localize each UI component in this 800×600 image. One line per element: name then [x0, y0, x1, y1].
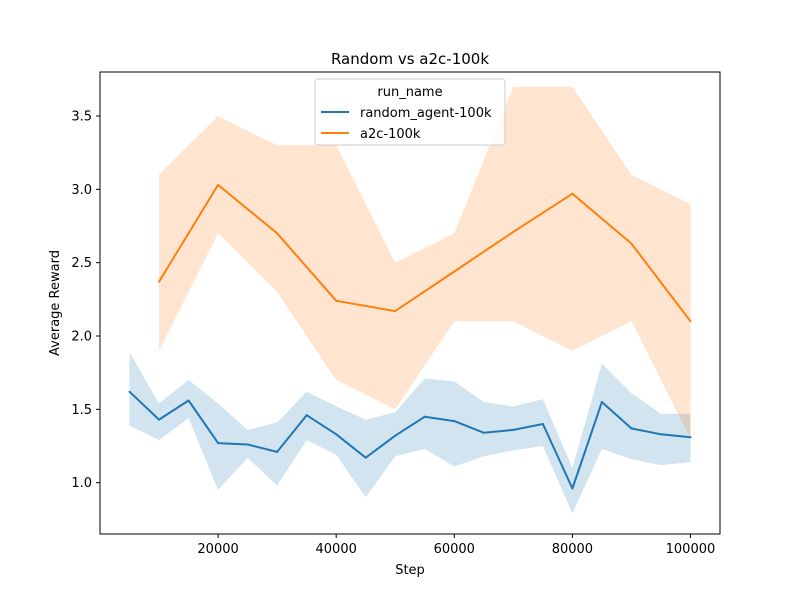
data-point-random-agent: [158, 418, 160, 421]
data-point-random-agent: [689, 436, 692, 439]
data-point-a2c: [158, 280, 160, 283]
data-point-a2c: [276, 232, 279, 235]
legend-title: run_name: [377, 85, 442, 100]
data-point-random-agent: [660, 433, 662, 436]
data-point-random-agent: [276, 450, 279, 453]
x-tick-label: 20000: [197, 542, 238, 557]
x-tick-label: 40000: [316, 542, 357, 557]
data-point-random-agent: [394, 434, 397, 437]
data-point-random-agent: [482, 431, 485, 434]
confidence-bands: [129, 86, 691, 514]
data-point-a2c: [335, 299, 338, 302]
y-tick-label: 2.5: [71, 256, 92, 271]
data-point-a2c: [394, 310, 397, 313]
legend: run_name random_agent-100k a2c-100k: [314, 78, 506, 146]
data-point-a2c: [630, 242, 633, 245]
data-point-random-agent: [335, 433, 338, 436]
x-tick-label: 100000: [666, 542, 716, 557]
x-tick-label: 80000: [552, 542, 593, 557]
series-line-a2c: [158, 183, 692, 322]
y-tick-label: 1.0: [71, 476, 92, 491]
series-lines: [128, 183, 692, 490]
y-tick-label: 2.0: [71, 330, 92, 345]
y-tick-label: 3.0: [71, 183, 92, 198]
data-point-a2c: [217, 183, 220, 186]
x-axis-label: Step: [395, 563, 425, 578]
data-point-random-agent: [364, 456, 367, 459]
data-point-random-agent: [246, 443, 249, 446]
data-point-random-agent: [423, 415, 426, 418]
y-tick-label: 1.5: [71, 403, 92, 418]
data-point-a2c: [689, 320, 692, 323]
data-point-random-agent: [512, 428, 515, 431]
ci-band-random-agent: [129, 352, 691, 514]
data-point-random-agent: [187, 399, 190, 402]
y-axis-label: Average Reward: [48, 250, 63, 356]
data-point-random-agent: [541, 423, 544, 425]
legend-label-a2c: a2c-100k: [360, 127, 421, 142]
data-point-random-agent: [128, 390, 131, 393]
data-point-random-agent: [217, 442, 220, 445]
data-point-a2c: [571, 192, 574, 195]
x-axis-ticks: 20000 40000 60000 80000 100000: [197, 534, 715, 557]
y-tick-label: 3.5: [71, 110, 92, 125]
series-line-random-agent: [128, 390, 691, 490]
data-point-random-agent: [305, 414, 308, 417]
data-point-a2c: [512, 230, 515, 233]
data-point-a2c: [453, 270, 456, 273]
y-axis-ticks: 1.0 1.5 2.0 2.5 3.0 3.5: [71, 110, 100, 491]
legend-label-random-agent: random_agent-100k: [360, 106, 492, 121]
legend-box: [314, 78, 506, 146]
ci-band-a2c: [159, 86, 691, 439]
chart-title: Random vs a2c-100k: [331, 50, 489, 68]
data-point-random-agent: [630, 427, 633, 430]
data-point-random-agent: [453, 420, 456, 423]
data-point-random-agent: [600, 401, 603, 403]
x-tick-label: 60000: [434, 542, 475, 557]
data-point-random-agent: [571, 487, 574, 490]
plot-frame: [99, 71, 721, 535]
